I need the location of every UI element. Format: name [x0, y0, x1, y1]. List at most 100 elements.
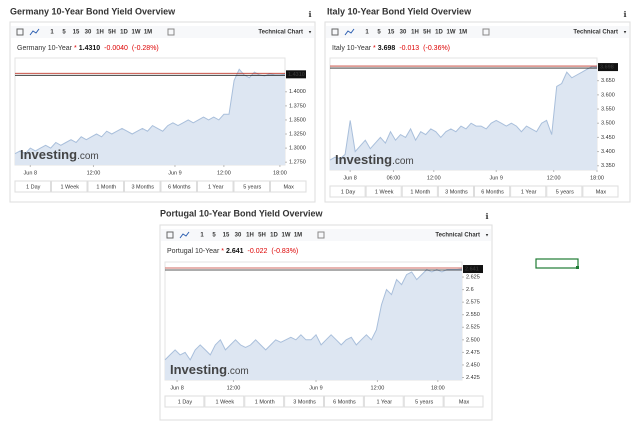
interval-button[interactable]: 1M	[294, 233, 302, 239]
line-icon[interactable]	[344, 28, 355, 36]
range-button[interactable]	[244, 395, 285, 408]
dropdown-arrow: ▾	[624, 29, 627, 35]
calendar-icon[interactable]	[167, 28, 175, 36]
range-button[interactable]	[51, 180, 88, 193]
last-value-badge	[463, 265, 483, 274]
interval-button[interactable]: 1	[50, 30, 54, 36]
x-tick-label: 18:00	[431, 385, 445, 391]
range-button[interactable]	[270, 180, 307, 193]
change: -0.022	[248, 248, 268, 255]
price: 1.4310	[79, 45, 101, 52]
last-value-badge	[598, 63, 618, 72]
change-pct: (-0.28%)	[132, 45, 159, 52]
range-button[interactable]	[403, 395, 444, 408]
interval-button[interactable]: 5H	[258, 233, 266, 239]
interval-button[interactable]: 1H	[96, 30, 104, 36]
area-fill	[330, 66, 597, 170]
range-label: 6 Months	[333, 399, 356, 405]
x-tick-label: Jun 9	[490, 175, 503, 181]
last-value-badge	[286, 70, 306, 79]
last-value-label: 1.4310	[288, 72, 305, 78]
range-button[interactable]	[510, 185, 547, 198]
dropdown-arrow: ▾	[486, 232, 489, 238]
interval-button[interactable]: 1	[200, 233, 204, 239]
line-icon[interactable]	[29, 28, 40, 36]
interval-button[interactable]: 1	[365, 30, 369, 36]
line-icon[interactable]	[179, 231, 190, 239]
marker: *	[221, 248, 224, 255]
interval-button[interactable]: 1H	[246, 233, 254, 239]
range-button[interactable]	[14, 180, 51, 193]
candle-icon[interactable]	[331, 28, 339, 36]
range-label: 1 Year	[208, 184, 224, 190]
area-fill	[15, 69, 285, 165]
y-tick-label: 3.350	[601, 163, 615, 169]
calendar-icon[interactable]	[482, 28, 490, 36]
x-tick-label: 06:00	[387, 175, 401, 181]
calendar-icon[interactable]	[317, 231, 325, 239]
candle-icon[interactable]	[166, 231, 174, 239]
x-tick-label: 12:00	[427, 175, 441, 181]
range-button[interactable]	[365, 185, 402, 198]
technical-chart-link[interactable]: Technical Chart	[573, 30, 618, 36]
y-tick-label: 2.425	[466, 375, 480, 381]
x-tick-label: Jun 8	[170, 385, 183, 391]
interval-button[interactable]: 15	[223, 233, 230, 239]
interval-button[interactable]: 1W	[282, 233, 291, 239]
range-button[interactable]	[204, 395, 245, 408]
range-button[interactable]	[233, 180, 270, 193]
interval-button[interactable]: 1H	[411, 30, 419, 36]
range-button[interactable]	[160, 180, 197, 193]
interval-button[interactable]: 1W	[447, 30, 456, 36]
candle-icon[interactable]	[16, 28, 24, 36]
interval-button[interactable]: 15	[73, 30, 80, 36]
range-button[interactable]	[546, 185, 583, 198]
instrument: Italy 10-Year	[332, 45, 372, 52]
range-button[interactable]	[124, 180, 161, 193]
interval-button[interactable]: 5	[377, 30, 381, 36]
technical-chart-link[interactable]: Technical Chart	[258, 30, 303, 36]
range-button[interactable]	[284, 395, 324, 408]
interval-button[interactable]: 30	[85, 30, 92, 36]
range-button[interactable]	[329, 185, 366, 198]
range-label: 1 Day	[178, 399, 193, 405]
interval-button[interactable]: 5	[62, 30, 66, 36]
interval-button[interactable]: 30	[235, 233, 242, 239]
range-button[interactable]	[443, 395, 484, 408]
range-button[interactable]	[324, 395, 364, 408]
cell-handle	[576, 266, 579, 269]
price-line	[14, 68, 286, 155]
range-button[interactable]	[87, 180, 124, 193]
y-tick-label: 3.600	[601, 92, 615, 98]
interval-button[interactable]: 1D	[435, 30, 443, 36]
quote-line: Portugal 10-Year * 2.641 -0.022 (-0.83%)	[167, 248, 298, 255]
range-button[interactable]	[582, 185, 619, 198]
y-tick-label: 1.3500	[289, 117, 306, 123]
interval-button[interactable]: 5H	[108, 30, 116, 36]
interval-button[interactable]: 1D	[120, 30, 128, 36]
interval-button[interactable]: 1M	[459, 30, 467, 36]
watermark-brand: Investing	[335, 152, 392, 167]
interval-button[interactable]: 5	[212, 233, 216, 239]
range-button[interactable]	[437, 185, 474, 198]
range-button[interactable]	[401, 185, 438, 198]
range-label: 5 years	[243, 184, 261, 190]
watermark-domain: .com	[227, 366, 249, 377]
range-button[interactable]	[474, 185, 511, 198]
interval-button[interactable]: 1W	[132, 30, 141, 36]
x-tick-label: 12:00	[371, 385, 385, 391]
interval-button[interactable]: 30	[400, 30, 407, 36]
range-button[interactable]	[164, 395, 205, 408]
y-tick-label: 1.3750	[289, 103, 306, 109]
interval-button[interactable]: 15	[388, 30, 395, 36]
range-button[interactable]	[197, 180, 234, 193]
y-tick-label: 2.6	[466, 287, 474, 293]
instrument: Germany 10-Year	[17, 45, 73, 52]
interval-button[interactable]: 5H	[423, 30, 431, 36]
quote-line: Germany 10-Year * 1.4310 -0.0040 (-0.28%)	[17, 45, 159, 52]
range-button[interactable]	[363, 395, 404, 408]
technical-chart-link[interactable]: Technical Chart	[435, 233, 480, 239]
interval-button[interactable]: 1M	[144, 30, 152, 36]
interval-button[interactable]: 1D	[270, 233, 278, 239]
